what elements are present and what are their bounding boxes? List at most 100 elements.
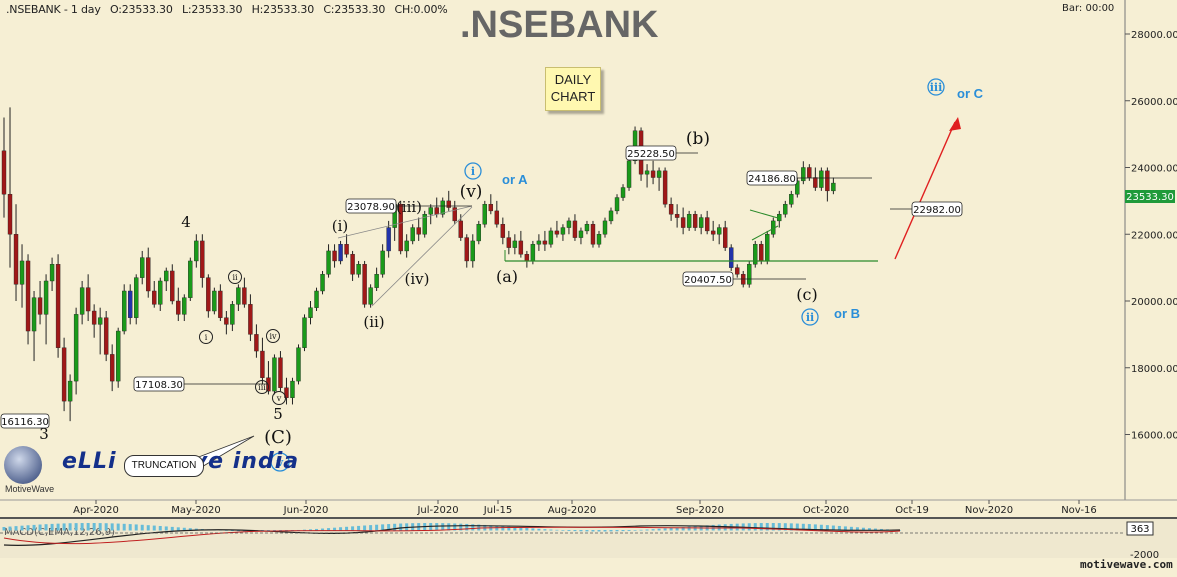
candle-body [109, 354, 115, 382]
candle-body [170, 270, 175, 302]
candle-body [73, 314, 79, 382]
candle [386, 220, 391, 258]
macd-histogram-bar [158, 525, 162, 531]
wave-circle-text: i [205, 333, 208, 342]
candle [115, 327, 121, 388]
candle [19, 244, 25, 308]
candle [662, 167, 668, 208]
candle-body [7, 193, 13, 235]
macd-histogram-bar [44, 524, 48, 531]
candle-body [254, 334, 259, 352]
candle [278, 351, 283, 392]
candle [85, 274, 91, 322]
candle [212, 287, 217, 315]
macd-histogram-bar [501, 526, 505, 531]
macd-histogram-bar [525, 527, 529, 531]
candle-body [446, 200, 451, 208]
callout-text: 25228.50 [627, 149, 675, 160]
macd-histogram-bar [321, 528, 325, 531]
candle-body [314, 290, 319, 308]
macd-histogram-bar [381, 524, 385, 531]
macd-histogram-bar [453, 523, 457, 531]
low-value: L:23533.30 [181, 3, 243, 16]
candle [602, 217, 608, 238]
candle-body [560, 227, 566, 235]
macd-value: 363 [1130, 524, 1149, 535]
macd-histogram-bar [621, 530, 625, 532]
candle [146, 247, 151, 298]
candle [698, 214, 704, 235]
y-tick-label: 28000.00 [1131, 30, 1177, 41]
candle-body [25, 260, 31, 332]
price-axis-panel [1125, 0, 1177, 500]
candle [140, 250, 145, 285]
wave-label-i-blue: i [464, 162, 482, 180]
candle [476, 220, 481, 245]
macd-histogram-bar [393, 523, 397, 531]
candle [500, 217, 506, 245]
candle-body [248, 304, 253, 335]
candle-body [644, 170, 650, 175]
candle-body [704, 217, 710, 232]
candle [224, 311, 229, 335]
wave-label-i-circled: i [199, 330, 213, 344]
candle [374, 267, 379, 291]
macd-histogram-bar [591, 530, 595, 532]
macd-histogram-bar [585, 530, 589, 532]
wave-circle-text: iii [930, 81, 943, 94]
footer-watermark: motivewave.com [1080, 558, 1173, 571]
candle [128, 284, 133, 325]
candle-body [813, 177, 818, 188]
macd-histogram-bar [176, 527, 180, 531]
daily-chart-note[interactable]: DAILY CHART [545, 67, 601, 111]
candle-body [128, 290, 133, 318]
candle [428, 204, 433, 225]
y-tick-label: 18000.00 [1131, 364, 1177, 375]
macd-histogram-bar [567, 530, 571, 531]
candle [422, 210, 427, 238]
candle-body [536, 240, 542, 245]
candle-body [338, 244, 343, 262]
candle-body [602, 220, 608, 235]
macd-histogram-bar [819, 524, 823, 531]
candle [735, 264, 740, 278]
candle [680, 207, 686, 235]
macd-histogram-bar [182, 527, 186, 531]
candle [542, 230, 548, 251]
candle-body [188, 260, 193, 298]
candle [512, 234, 518, 255]
macd-histogram-bar [363, 525, 367, 531]
candle [61, 337, 67, 412]
callout-box [911, 201, 963, 217]
wave-circle-text: iv [269, 332, 277, 341]
candle-body [284, 387, 289, 398]
wave-circle [801, 308, 819, 326]
macd-tick-label: -2000 [1130, 550, 1159, 561]
candle-body [236, 287, 241, 305]
wedge-upper-line [337, 205, 473, 239]
x-tick-label: Jul-2020 [416, 505, 458, 516]
macd-histogram-bar [405, 523, 409, 531]
truncation-callout[interactable]: TRUNCATION [124, 455, 204, 477]
candle-body [819, 170, 824, 188]
candle-body [765, 234, 770, 262]
candle-body [789, 193, 794, 205]
candle [668, 197, 674, 221]
candle [13, 204, 19, 301]
y-axis-ticks: 32000.0030000.0028000.0026000.0024000.00… [1125, 30, 1177, 442]
candle-body [152, 290, 157, 305]
candle-body [572, 220, 578, 238]
macd-histogram-bar [345, 526, 349, 531]
candle [338, 240, 343, 265]
symbol-label: .NSEBANK - 1 day [6, 3, 101, 16]
candle [380, 244, 385, 278]
wave-label-iii-blue: iii [927, 78, 945, 96]
macd-histogram-bar [873, 528, 877, 531]
macd-value-box [1126, 521, 1154, 536]
macd-histogram-bar [80, 523, 84, 531]
candle [506, 230, 512, 255]
candle-body [494, 210, 500, 225]
candle-body [729, 247, 734, 268]
candle-body [440, 200, 445, 215]
candle-body [302, 317, 307, 348]
